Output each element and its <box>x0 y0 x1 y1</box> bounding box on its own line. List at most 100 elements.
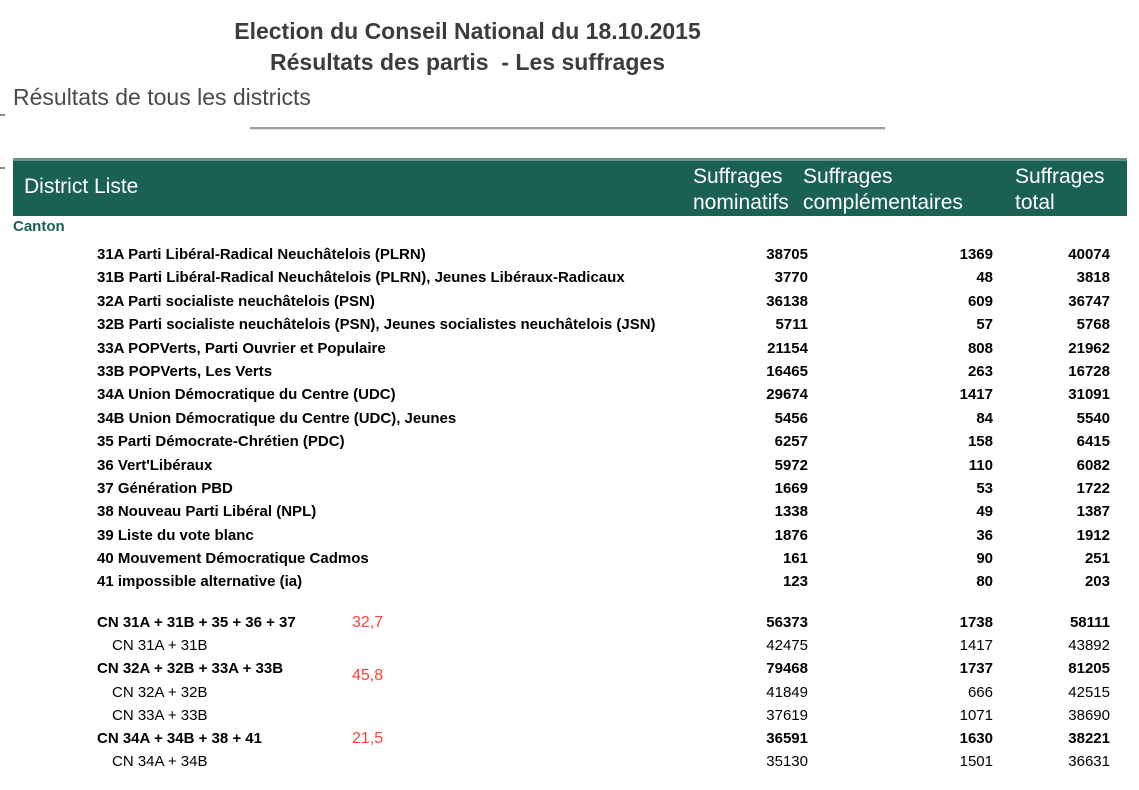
row-label: CN 32A + 32B <box>112 683 208 701</box>
table-row: 39 Liste du vote blanc 1876 36 1912 <box>0 524 1139 547</box>
row-suffrages-nominatifs: 29674 <box>766 386 808 404</box>
row-suffrages-nominatifs: 1669 <box>774 479 808 497</box>
table-row: 34A Union Démocratique du Centre (UDC) 2… <box>0 383 1139 406</box>
row-percent-value: 45,8 <box>352 667 384 685</box>
row-suffrages-nominatifs: 56373 <box>766 614 808 631</box>
summary-rows: CN 31A + 31B + 35 + 36 + 37 32,7 56373 1… <box>0 611 1139 773</box>
column-header-district-liste: District Liste <box>24 175 139 198</box>
row-suffrages-nominatifs: 37619 <box>766 706 808 724</box>
table-row: CN 34A + 34B 35130 1501 36631 <box>0 750 1139 773</box>
row-suffrages-total: 5540 <box>1076 409 1110 427</box>
row-suffrages-nominatifs: 16465 <box>766 362 808 380</box>
row-suffrages-complementaires: 80 <box>976 573 993 591</box>
row-suffrages-total: 6415 <box>1076 433 1110 451</box>
row-suffrages-complementaires: 48 <box>976 269 993 287</box>
row-label: 32B Parti socialiste neuchâtelois (PSN),… <box>97 316 656 334</box>
row-label: CN 31A + 31B + 35 + 36 + 37 <box>97 614 296 631</box>
table-row: CN 31A + 31B 42475 1417 43892 <box>0 634 1139 657</box>
row-suffrages-total: 1722 <box>1076 479 1110 497</box>
row-suffrages-nominatifs: 5972 <box>774 456 808 474</box>
table-row: 35 Parti Démocrate-Chrétien (PDC) 6257 1… <box>0 430 1139 453</box>
row-suffrages-nominatifs: 36138 <box>766 292 808 310</box>
row-suffrages-nominatifs: 6257 <box>774 433 808 451</box>
column-header-text: nominatifs <box>693 191 789 214</box>
row-suffrages-complementaires: 1369 <box>959 246 993 263</box>
column-header-suffrages-total: Suffrages total <box>1015 164 1105 216</box>
row-suffrages-total: 16728 <box>1068 362 1110 380</box>
row-suffrages-total: 58111 <box>1069 614 1110 631</box>
row-suffrages-nominatifs: 3770 <box>774 269 808 287</box>
row-suffrages-total: 42515 <box>1068 683 1110 701</box>
row-suffrages-complementaires: 1417 <box>959 637 993 655</box>
row-suffrages-nominatifs: 36591 <box>766 729 808 747</box>
row-label: 37 Génération PBD <box>97 479 233 497</box>
row-label: 31B Parti Libéral-Radical Neuchâtelois (… <box>97 269 625 287</box>
row-suffrages-total: 5768 <box>1076 316 1110 334</box>
row-label: CN 32A + 32B + 33A + 33B <box>97 660 284 678</box>
row-suffrages-total: 6082 <box>1076 456 1110 474</box>
row-label: 34A Union Démocratique du Centre (UDC) <box>97 386 396 404</box>
row-label: 39 Liste du vote blanc <box>97 526 254 544</box>
row-suffrages-nominatifs: 42475 <box>766 637 808 655</box>
column-header-text: complémentaires <box>803 191 963 214</box>
column-header-text: Suffrages <box>803 165 893 188</box>
table-row: CN 32A + 32B 41849 666 42515 <box>0 681 1139 704</box>
table-row: 38 Nouveau Parti Libéral (NPL) 1338 49 1… <box>0 500 1139 523</box>
row-suffrages-complementaires: 1737 <box>959 660 993 678</box>
row-percent-value: 21,5 <box>352 729 384 747</box>
row-suffrages-total: 203 <box>1084 573 1110 591</box>
districts-subtitle: Résultats de tous les districts <box>13 84 311 110</box>
section-label-canton: Canton <box>13 218 65 235</box>
row-suffrages-nominatifs: 161 <box>782 550 808 568</box>
row-label: 33A POPVerts, Parti Ouvrier et Populaire <box>97 339 386 357</box>
row-suffrages-complementaires: 808 <box>967 339 993 357</box>
table-row: 32B Parti socialiste neuchâtelois (PSN),… <box>0 313 1139 336</box>
row-suffrages-total: 38221 <box>1068 729 1110 747</box>
table-row: 33B POPVerts, Les Verts 16465 263 16728 <box>0 360 1139 383</box>
column-header-text: total <box>1015 191 1055 214</box>
column-header-text: Suffrages <box>1015 165 1105 188</box>
row-suffrages-complementaires: 1630 <box>959 729 993 747</box>
row-suffrages-complementaires: 666 <box>967 683 993 701</box>
table-header: District Liste Suffrages nominatifs Suff… <box>13 158 1127 216</box>
table-row: 32A Parti socialiste neuchâtelois (PSN) … <box>0 290 1139 313</box>
row-suffrages-total: 31091 <box>1068 386 1110 404</box>
column-header-suffrages-nominatifs: Suffrages nominatifs <box>693 164 789 216</box>
row-label: 38 Nouveau Parti Libéral (NPL) <box>97 503 317 521</box>
row-label: CN 34A + 34B <box>112 753 208 771</box>
column-header-text: Suffrages <box>693 165 783 188</box>
row-label: 32A Parti socialiste neuchâtelois (PSN) <box>97 292 375 310</box>
table-row: 40 Mouvement Démocratique Cadmos 161 90 … <box>0 547 1139 570</box>
row-suffrages-total: 21962 <box>1068 339 1110 357</box>
page-title: Election du Conseil National du 18.10.20… <box>0 16 935 78</box>
table-row: CN 33A + 33B 37619 1071 38690 <box>0 704 1139 727</box>
row-suffrages-complementaires: 1738 <box>959 614 993 631</box>
row-suffrages-total: 1912 <box>1076 526 1110 544</box>
row-suffrages-nominatifs: 38705 <box>766 246 808 263</box>
row-suffrages-complementaires: 263 <box>967 362 993 380</box>
row-label: CN 33A + 33B <box>112 706 208 724</box>
row-suffrages-complementaires: 1417 <box>959 386 993 404</box>
row-suffrages-total: 1387 <box>1076 503 1110 521</box>
column-header-suffrages-complementaires: Suffrages complémentaires <box>803 164 963 216</box>
row-suffrages-nominatifs: 5711 <box>775 316 808 334</box>
table-row: 37 Génération PBD 1669 53 1722 <box>0 477 1139 500</box>
row-label: 40 Mouvement Démocratique Cadmos <box>97 550 369 568</box>
row-suffrages-total: 38690 <box>1068 706 1110 724</box>
table-row: CN 31A + 31B + 35 + 36 + 37 32,7 56373 1… <box>0 611 1139 634</box>
row-label: 36 Vert'Libéraux <box>97 456 213 474</box>
row-suffrages-complementaires: 57 <box>976 316 993 334</box>
row-suffrages-total: 251 <box>1084 550 1110 568</box>
table-row: 34B Union Démocratique du Centre (UDC), … <box>0 407 1139 430</box>
row-label: CN 31A + 31B <box>112 637 208 655</box>
row-suffrages-complementaires: 53 <box>976 479 993 497</box>
table-row: 31A Parti Libéral-Radical Neuchâtelois (… <box>0 243 1139 266</box>
table-row: CN 34A + 34B + 38 + 41 21,5 36591 1630 3… <box>0 727 1139 750</box>
row-suffrages-complementaires: 158 <box>967 433 993 451</box>
row-label: 35 Parti Démocrate-Chrétien (PDC) <box>97 433 345 451</box>
row-suffrages-complementaires: 49 <box>976 503 993 521</box>
row-suffrages-nominatifs: 5456 <box>774 409 808 427</box>
row-percent-value: 32,7 <box>352 614 384 631</box>
row-suffrages-complementaires: 1071 <box>959 706 993 724</box>
row-suffrages-complementaires: 1501 <box>959 753 993 771</box>
